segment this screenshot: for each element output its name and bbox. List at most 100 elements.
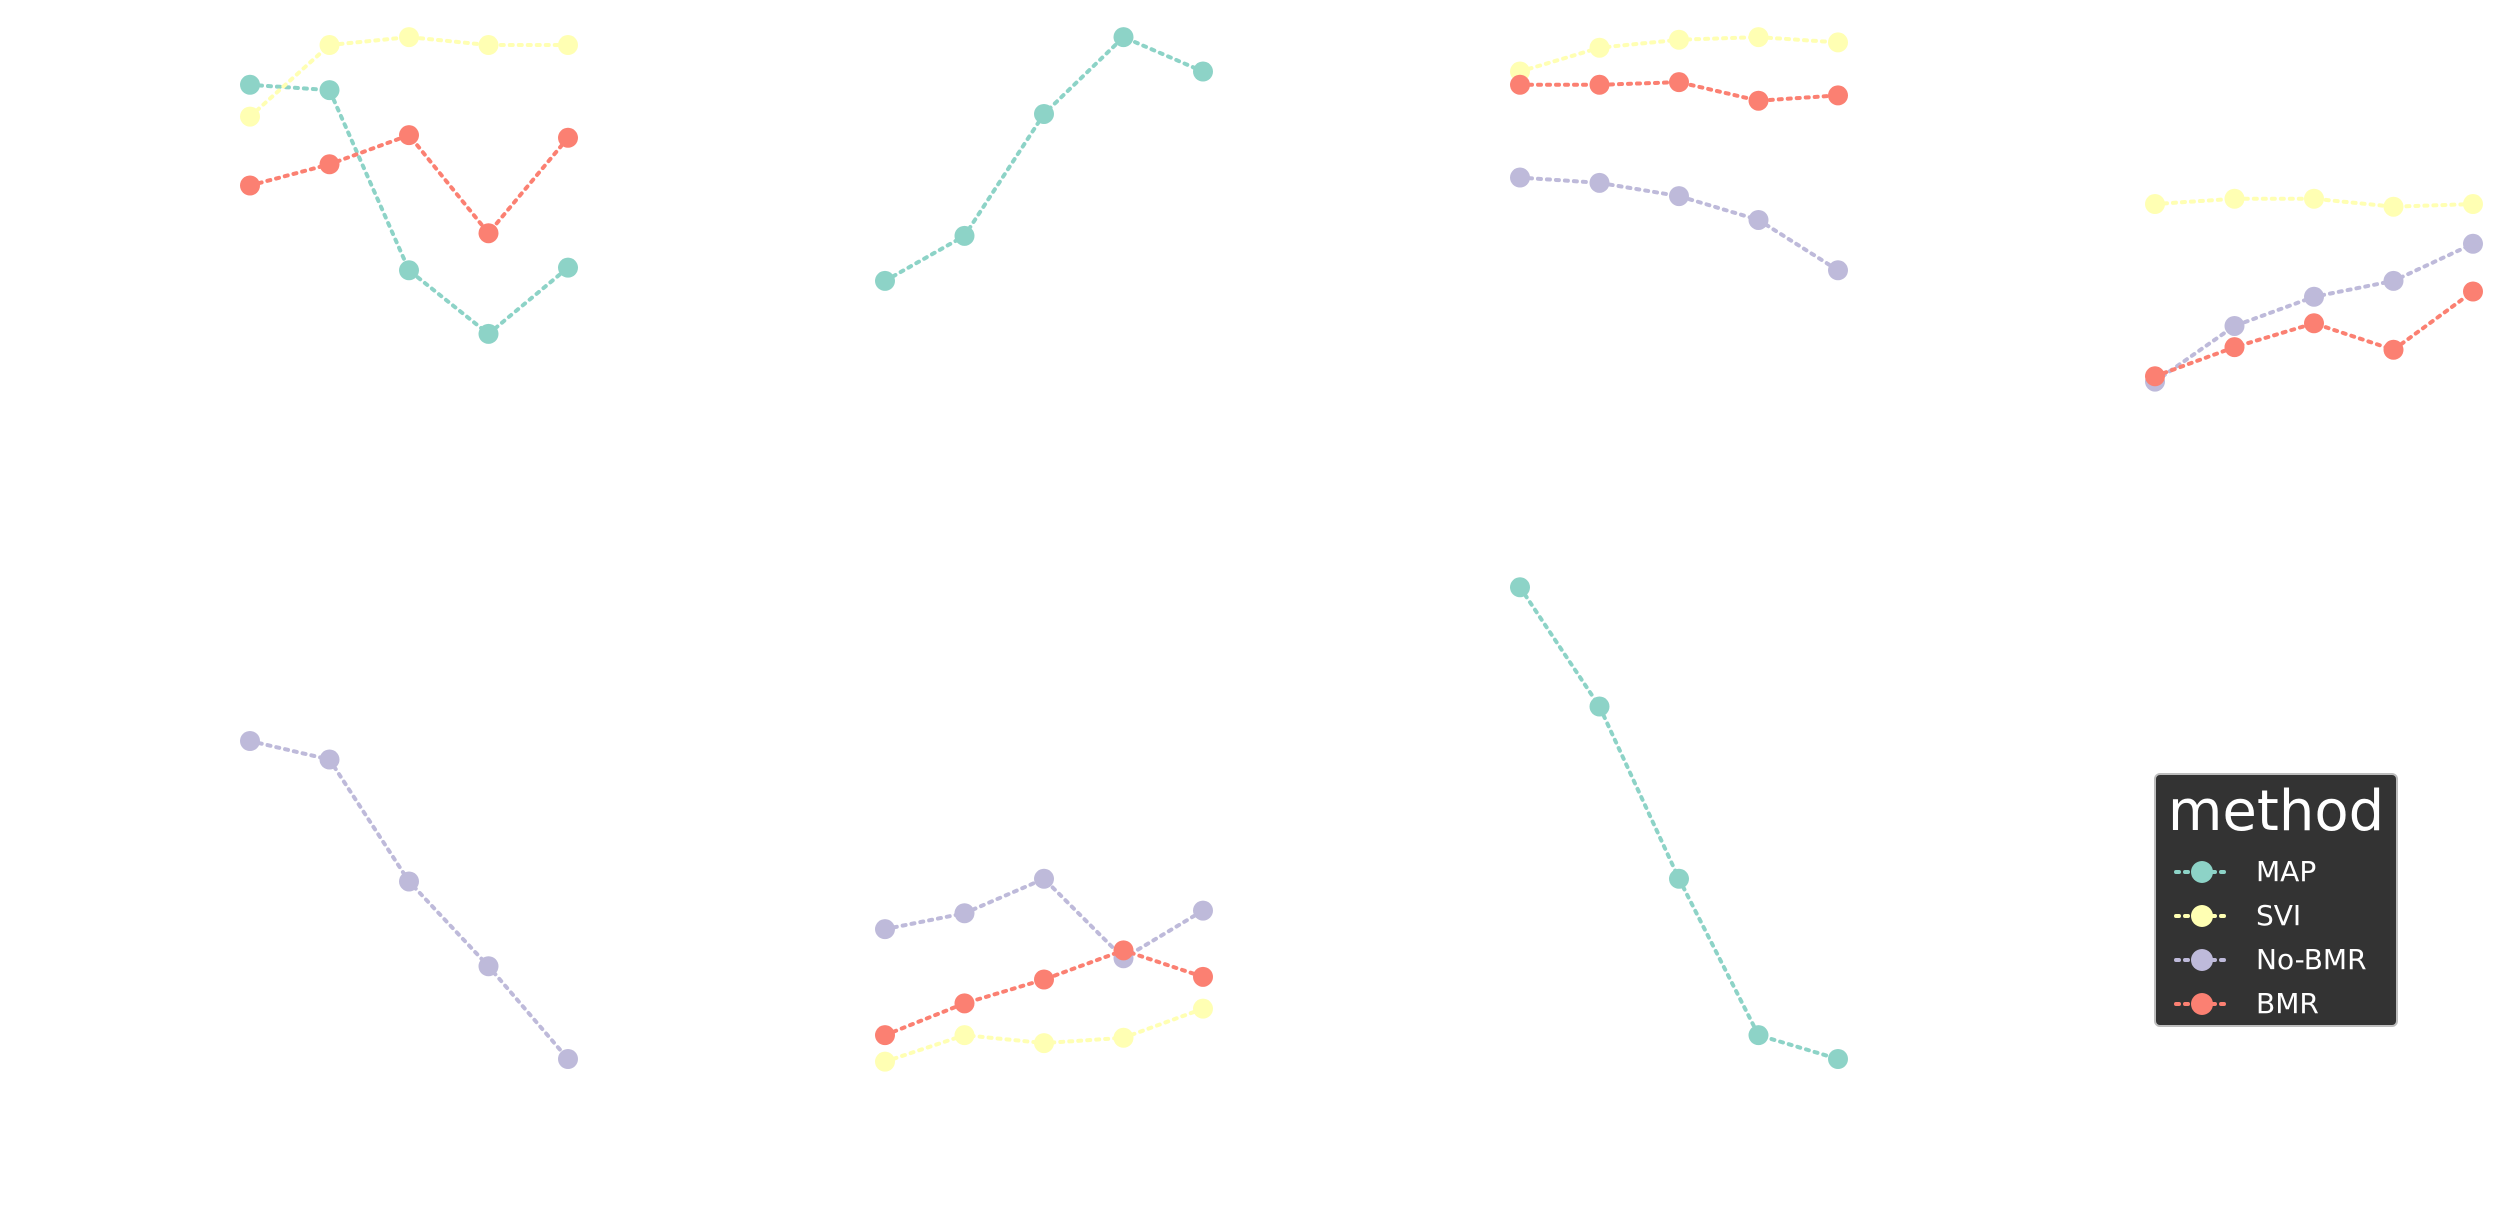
legend-swatch-svi bbox=[2174, 905, 2230, 927]
data-point-bmr-top-1-5 bbox=[558, 127, 578, 148]
panel-bottom-2 bbox=[875, 868, 1213, 1072]
data-point-bmr-top-4-3 bbox=[2304, 313, 2324, 334]
data-point-svi-top-1-4 bbox=[478, 35, 499, 56]
legend-item-no-bmr: No-BMR bbox=[2174, 941, 2394, 979]
data-point-no-bmr-top-4-3 bbox=[2304, 286, 2324, 307]
data-point-bmr-bottom-2-5 bbox=[1193, 966, 1213, 987]
data-point-map-top-1-1 bbox=[240, 74, 260, 95]
legend-label-map: MAP bbox=[2256, 855, 2317, 888]
data-point-map-top-1-5 bbox=[558, 257, 578, 278]
series-line-no-bmr-bottom-1 bbox=[248, 739, 570, 1061]
legend-title: method bbox=[2167, 779, 2385, 844]
data-point-map-top-1-2 bbox=[319, 80, 340, 101]
legend-item-bmr: BMR bbox=[2174, 985, 2394, 1023]
data-point-no-bmr-top-4-2 bbox=[2224, 315, 2245, 336]
data-point-svi-top-1-1 bbox=[240, 106, 260, 127]
legend-marker-map bbox=[2191, 861, 2213, 883]
data-point-map-top-2-1 bbox=[875, 270, 895, 291]
series-line-map-bottom-3 bbox=[1518, 585, 1840, 1061]
data-point-no-bmr-bottom-1-3 bbox=[399, 871, 419, 892]
data-point-no-bmr-top-3-4 bbox=[1748, 209, 1769, 230]
data-point-bmr-top-3-5 bbox=[1828, 85, 1848, 106]
legend-label-no-bmr: No-BMR bbox=[2256, 943, 2367, 976]
data-point-svi-bottom-2-3 bbox=[1034, 1033, 1054, 1054]
series-line-no-bmr-bottom-2 bbox=[883, 876, 1205, 961]
data-point-map-bottom-3-3 bbox=[1669, 868, 1689, 889]
panel-top-2 bbox=[875, 27, 1213, 291]
data-point-svi-bottom-2-1 bbox=[875, 1051, 895, 1072]
data-point-map-bottom-3-1 bbox=[1510, 577, 1530, 598]
data-point-no-bmr-top-4-4 bbox=[2383, 270, 2404, 291]
data-point-svi-top-1-5 bbox=[558, 35, 578, 56]
data-point-bmr-top-1-3 bbox=[399, 125, 419, 146]
legend-swatch-no-bmr bbox=[2174, 949, 2230, 971]
data-point-bmr-top-4-4 bbox=[2383, 339, 2404, 360]
data-point-map-top-1-4 bbox=[478, 323, 499, 344]
legend-item-svi: SVI bbox=[2174, 897, 2394, 935]
chart-marks bbox=[240, 27, 2483, 1072]
data-point-svi-top-3-5 bbox=[1828, 32, 1848, 53]
panel-top-1 bbox=[240, 27, 578, 344]
series-line-map-top-2 bbox=[883, 34, 1205, 283]
panel-bottom-1 bbox=[240, 731, 578, 1069]
data-point-map-top-2-4 bbox=[1113, 27, 1134, 48]
data-point-no-bmr-top-4-5 bbox=[2463, 233, 2483, 254]
data-point-svi-bottom-2-4 bbox=[1113, 1027, 1134, 1048]
data-point-bmr-top-3-1 bbox=[1510, 74, 1530, 95]
data-point-bmr-top-1-2 bbox=[319, 154, 340, 175]
series-line-no-bmr-top-4 bbox=[2153, 241, 2475, 384]
data-point-no-bmr-top-3-5 bbox=[1828, 260, 1848, 281]
legend-swatch-map bbox=[2174, 861, 2230, 883]
data-point-svi-top-3-2 bbox=[1589, 37, 1610, 58]
data-point-svi-top-1-2 bbox=[319, 35, 340, 56]
legend-marker-bmr bbox=[2191, 993, 2213, 1015]
data-point-map-top-1-3 bbox=[399, 260, 419, 281]
data-point-bmr-top-1-4 bbox=[478, 223, 499, 244]
data-point-bmr-top-4-5 bbox=[2463, 281, 2483, 302]
legend: method MAP SVI No-BMR BMR bbox=[2154, 773, 2398, 1027]
data-point-bmr-top-4-2 bbox=[2224, 337, 2245, 358]
data-point-svi-top-3-3 bbox=[1669, 29, 1689, 50]
data-point-bmr-top-4-1 bbox=[2145, 366, 2165, 387]
data-point-no-bmr-bottom-2-1 bbox=[875, 919, 895, 940]
data-point-svi-top-1-3 bbox=[399, 27, 419, 48]
data-point-svi-top-4-1 bbox=[2145, 194, 2165, 215]
data-point-bmr-bottom-2-3 bbox=[1034, 969, 1054, 990]
data-point-no-bmr-bottom-1-5 bbox=[558, 1049, 578, 1069]
data-point-svi-top-4-5 bbox=[2463, 194, 2483, 215]
data-point-map-top-2-3 bbox=[1034, 103, 1054, 124]
data-point-no-bmr-top-3-3 bbox=[1669, 186, 1689, 207]
data-point-no-bmr-bottom-1-4 bbox=[478, 956, 499, 977]
data-point-bmr-bottom-2-4 bbox=[1113, 940, 1134, 961]
data-point-svi-bottom-2-2 bbox=[954, 1025, 975, 1046]
data-point-no-bmr-bottom-1-1 bbox=[240, 731, 260, 751]
series-line-svi-top-4 bbox=[2153, 196, 2475, 209]
data-point-map-top-2-2 bbox=[954, 225, 975, 246]
panel-top-3 bbox=[1510, 27, 1848, 281]
series-line-bmr-top-4 bbox=[2153, 289, 2475, 379]
data-point-no-bmr-bottom-1-2 bbox=[319, 749, 340, 770]
data-point-no-bmr-top-3-2 bbox=[1589, 172, 1610, 193]
legend-item-map: MAP bbox=[2174, 853, 2394, 891]
data-point-svi-top-3-4 bbox=[1748, 27, 1769, 48]
data-point-no-bmr-bottom-2-3 bbox=[1034, 868, 1054, 889]
data-point-bmr-top-3-3 bbox=[1669, 72, 1689, 93]
data-point-bmr-top-3-2 bbox=[1589, 74, 1610, 95]
data-point-map-bottom-3-2 bbox=[1589, 696, 1610, 717]
data-point-bmr-top-1-1 bbox=[240, 175, 260, 196]
data-point-bmr-bottom-2-2 bbox=[954, 993, 975, 1014]
data-point-svi-bottom-2-5 bbox=[1193, 998, 1213, 1019]
data-point-bmr-bottom-2-1 bbox=[875, 1025, 895, 1046]
data-point-svi-top-4-2 bbox=[2224, 188, 2245, 209]
panel-top-4 bbox=[2145, 188, 2483, 392]
data-point-svi-top-4-3 bbox=[2304, 188, 2324, 209]
legend-marker-svi bbox=[2191, 905, 2213, 927]
legend-marker-no-bmr bbox=[2191, 949, 2213, 971]
series-line-bmr-bottom-2 bbox=[883, 948, 1205, 1038]
series-line-map-top-1 bbox=[248, 82, 570, 337]
data-point-map-bottom-3-4 bbox=[1748, 1025, 1769, 1046]
series-line-bmr-top-1 bbox=[248, 132, 570, 237]
data-point-no-bmr-bottom-2-2 bbox=[954, 903, 975, 924]
legend-swatch-bmr bbox=[2174, 993, 2230, 1015]
